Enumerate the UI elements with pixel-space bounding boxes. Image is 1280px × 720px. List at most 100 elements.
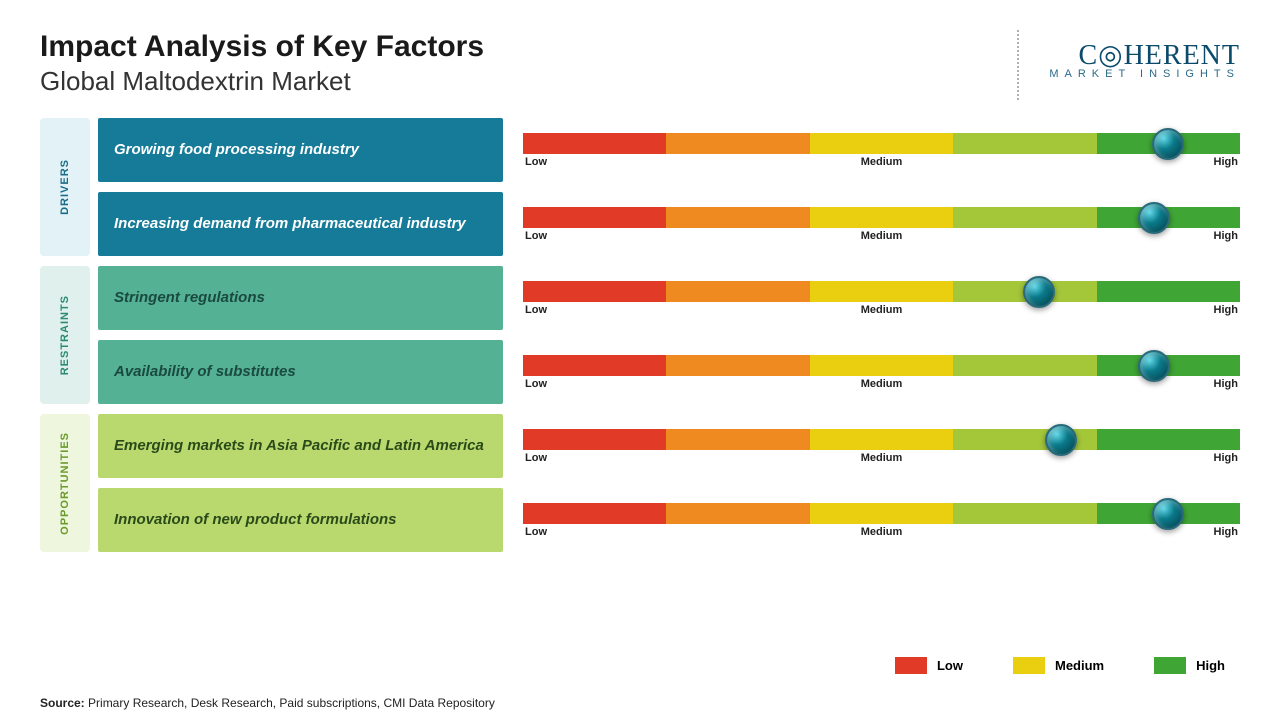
legend-item: Medium [1013, 657, 1104, 674]
legend-swatch [895, 657, 927, 674]
scale-low-label: Low [525, 230, 547, 242]
factor-box: Availability of substitutes [98, 340, 503, 404]
category-label: DRIVERS [40, 118, 90, 256]
impact-scale: Low Medium High [523, 502, 1240, 538]
brand-logo: C◎HERENT MARKET INSIGHTS [1017, 30, 1240, 100]
category-rows: Growing food processing industry Low Mediu… [98, 118, 1240, 256]
category-restraints: RESTRAINTS Stringent regulations Low Medium… [40, 266, 1240, 404]
scale-high-label: High [1214, 526, 1238, 538]
logo-brand-top: C◎HERENT [1049, 38, 1240, 72]
scale-low-label: Low [525, 304, 547, 316]
factor-row: Innovation of new product formulationsLo… [98, 488, 1240, 552]
scale-segment [523, 281, 666, 302]
scale-segment [810, 133, 953, 154]
factor-box: Growing food processing industry [98, 118, 503, 182]
scale-high-label: High [1214, 156, 1238, 168]
scale-axis-labels: LowMediumHigh [523, 156, 1240, 168]
header: Impact Analysis of Key Factors Global Ma… [40, 30, 1240, 100]
category-label: OPPORTUNITIES [40, 414, 90, 552]
scale-low-label: Low [525, 156, 547, 168]
scale-low-label: Low [525, 452, 547, 464]
impact-scale: LowMediumHigh [523, 354, 1240, 390]
scale-medium-label: Medium [861, 304, 903, 316]
impact-scale: Low Medium High [523, 428, 1240, 464]
category-label-text: DRIVERS [59, 159, 71, 215]
category-drivers: DRIVERS Growing food processing industry L… [40, 118, 1240, 256]
category-rows: Emerging markets in Asia Pacific and Lat… [98, 414, 1240, 552]
scale-segment [953, 355, 1096, 376]
scale-bar [523, 132, 1240, 154]
scale-high-label: High [1214, 230, 1238, 242]
category-label-text: OPPORTUNITIES [59, 432, 71, 535]
scale-high-label: High [1214, 452, 1238, 464]
scale-segment [810, 281, 953, 302]
scale-segment [523, 133, 666, 154]
main-title: Impact Analysis of Key Factors [40, 30, 484, 64]
impact-scale: Low Medium High [523, 206, 1240, 242]
legend-item: Low [895, 657, 963, 674]
scale-segment [666, 429, 809, 450]
scale-segment [810, 355, 953, 376]
factor-row: Emerging markets in Asia Pacific and Lat… [98, 414, 1240, 478]
scale-segment [666, 133, 809, 154]
legend-label: Medium [1055, 658, 1104, 673]
scale-axis-labels: Low Medium High [523, 230, 1240, 242]
scale-segment [953, 207, 1096, 228]
scale-segment [810, 503, 953, 524]
scale-bar [523, 280, 1240, 302]
scale-axis-labels: Low Medium High [523, 452, 1240, 464]
sub-title: Global Maltodextrin Market [40, 66, 484, 97]
scale-low-label: Low [525, 526, 547, 538]
scale-axis-labels: Low Medium High [523, 304, 1240, 316]
scale-segment [523, 503, 666, 524]
source-prefix: Source: [40, 696, 85, 710]
factor-box: Stringent regulations [98, 266, 503, 330]
scale-segment [1097, 429, 1240, 450]
legend-swatch [1154, 657, 1186, 674]
scale-segment [1097, 281, 1240, 302]
scale-low-label: Low [525, 378, 547, 390]
factor-row: Growing food processing industry LowMediu… [98, 118, 1240, 182]
scale-segment [523, 429, 666, 450]
scale-segment [666, 503, 809, 524]
scale-medium-label: Medium [861, 452, 903, 464]
scale-segment [810, 207, 953, 228]
scale-segment [666, 355, 809, 376]
category-rows: Stringent regulationsLowMediumHighAvaila… [98, 266, 1240, 404]
scale-segment [666, 207, 809, 228]
scale-high-label: High [1214, 378, 1238, 390]
scale-segment [523, 355, 666, 376]
scale-axis-labels: LowMediumHigh [523, 378, 1240, 390]
scale-segment [953, 133, 1096, 154]
scale-bar [523, 206, 1240, 228]
factors-grid: DRIVERS Growing food processing industry L… [40, 118, 1240, 552]
scale-axis-labels: Low Medium High [523, 526, 1240, 538]
scale-segment [666, 281, 809, 302]
scale-bar [523, 428, 1240, 450]
title-block: Impact Analysis of Key Factors Global Ma… [40, 30, 484, 97]
logo-brand-bottom: MARKET INSIGHTS [1049, 68, 1240, 80]
factor-row: Availability of substitutes LowMediumHigh [98, 340, 1240, 404]
category-opportunities: OPPORTUNITIES Emerging markets in Asia Pa… [40, 414, 1240, 552]
source-line: Source: Primary Research, Desk Research,… [40, 696, 495, 710]
scale-segment [953, 503, 1096, 524]
scale-medium-label: Medium [861, 526, 903, 538]
category-label: RESTRAINTS [40, 266, 90, 404]
legend-swatch [1013, 657, 1045, 674]
factor-box: Emerging markets in Asia Pacific and Lat… [98, 414, 503, 478]
category-label-text: RESTRAINTS [59, 295, 71, 375]
factor-box: Increasing demand from pharmaceutical in… [98, 192, 503, 256]
scale-segment [810, 429, 953, 450]
scale-bar [523, 354, 1240, 376]
factor-row: Increasing demand from pharmaceutical in… [98, 192, 1240, 256]
legend: Low Medium High [895, 657, 1225, 674]
legend-item: High [1154, 657, 1225, 674]
impact-scale: LowMediumHigh [523, 132, 1240, 168]
scale-medium-label: Medium [861, 230, 903, 242]
scale-segment [523, 207, 666, 228]
scale-high-label: High [1214, 304, 1238, 316]
legend-label: Low [937, 658, 963, 673]
source-text: Primary Research, Desk Research, Paid su… [85, 696, 495, 710]
scale-bar [523, 502, 1240, 524]
legend-label: High [1196, 658, 1225, 673]
